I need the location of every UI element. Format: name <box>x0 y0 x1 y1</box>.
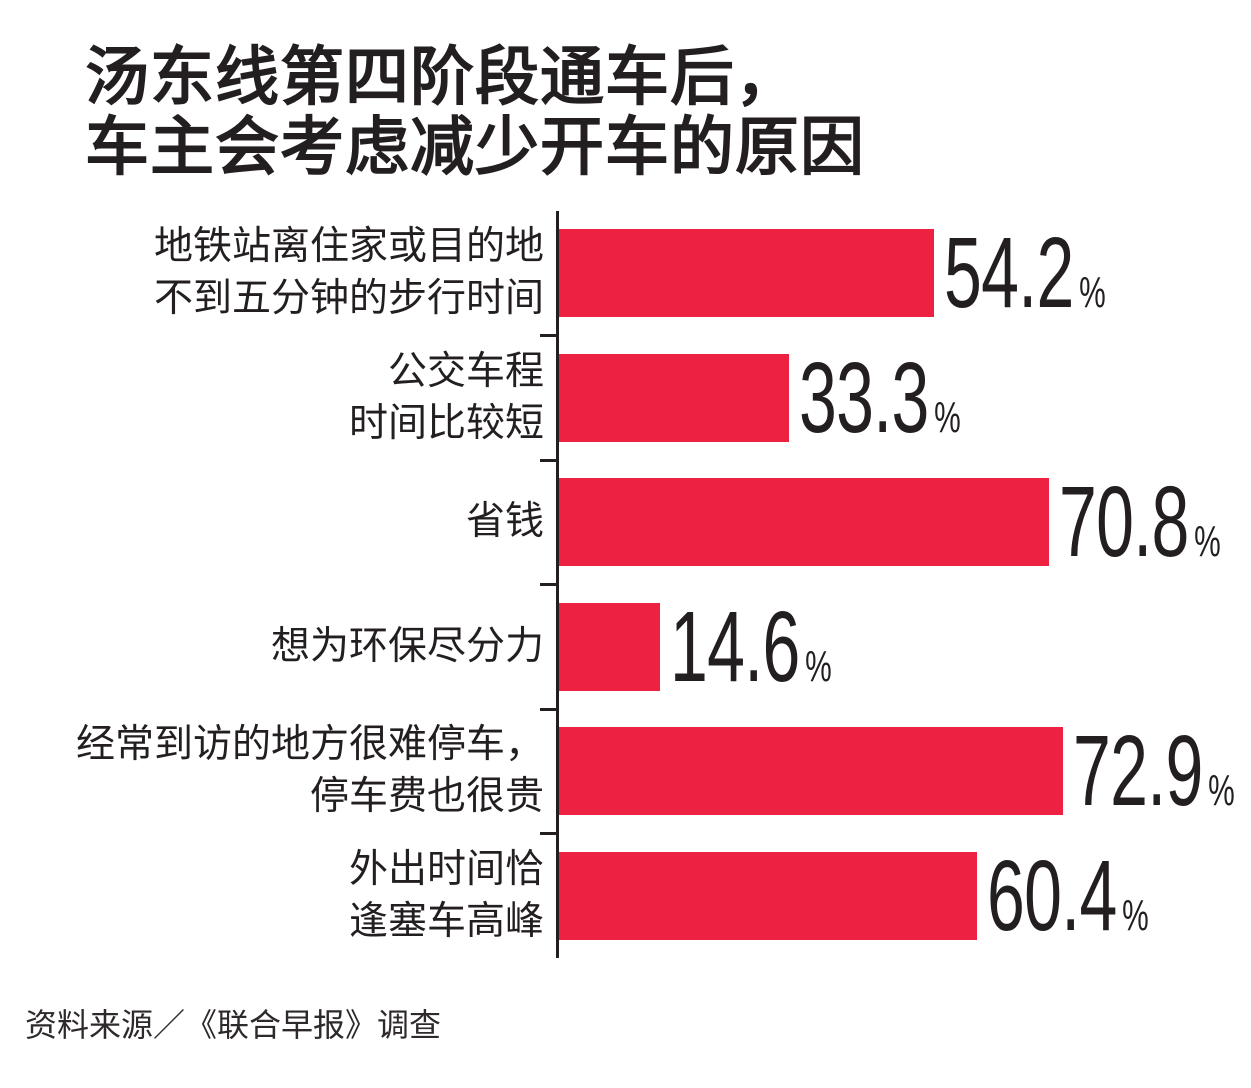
bar-chart: 地铁站离住家或目的地 不到五分钟的步行时间 公交车程 时间比较短 省钱 想为环保… <box>0 211 1251 958</box>
axis-tick <box>540 832 556 835</box>
bar-row: 33.3 % <box>559 336 1251 461</box>
value-label: 60.4 % <box>987 846 1149 946</box>
category-label-parking: 经常到访的地方很难停车， 停车费也很贵 <box>75 723 544 819</box>
axis-tick <box>540 583 556 586</box>
value-unit: % <box>934 392 962 442</box>
axis-tick <box>540 334 556 337</box>
chart-title: 汤东线第四阶段通车后， 车主会考虑减少开车的原因 <box>85 42 865 182</box>
value-number: 70.8 <box>1058 466 1189 579</box>
category-label-mrt-walk: 地铁站离住家或目的地 不到五分钟的步行时间 <box>153 225 544 321</box>
category-label-save-money: 省钱 <box>465 500 544 544</box>
bar-row: 60.4 % <box>559 834 1251 959</box>
bar-row: 14.6 % <box>559 585 1251 710</box>
bar-row: 70.8 % <box>559 460 1251 585</box>
value-unit: % <box>1208 766 1236 816</box>
bar-save-money <box>559 478 1049 567</box>
category-label-bus-time: 公交车程 时间比较短 <box>348 349 544 445</box>
source-note: 资料来源／《联合早报》调查 <box>25 1007 442 1043</box>
chart-title-line-1: 汤东线第四阶段通车后， <box>85 41 800 113</box>
bar-peak-traffic <box>559 851 977 940</box>
bar-parking <box>559 727 1064 816</box>
value-label: 72.9 % <box>1073 721 1235 821</box>
value-number: 60.4 <box>986 839 1117 952</box>
value-label: 70.8 % <box>1059 472 1221 572</box>
chart-title-line-2: 车主会考虑减少开车的原因 <box>85 111 865 183</box>
category-label-column: 地铁站离住家或目的地 不到五分钟的步行时间 公交车程 时间比较短 省钱 想为环保… <box>0 211 556 958</box>
value-unit: % <box>805 641 832 691</box>
value-number: 54.2 <box>944 217 1074 330</box>
axis-tick <box>540 707 556 711</box>
value-unit: % <box>1193 517 1221 567</box>
bar-row: 54.2 % <box>559 211 1251 336</box>
value-unit: % <box>1079 268 1106 318</box>
bar-environment <box>559 602 661 691</box>
plot-area: 54.2 % 33.3 % 70.8 % <box>540 211 1251 959</box>
bar-mrt-walk <box>559 229 935 318</box>
bar-row: 72.9 % <box>559 709 1251 834</box>
value-unit: % <box>1122 890 1149 940</box>
category-label-environment: 想为环保尽分力 <box>270 624 544 668</box>
value-label: 33.3 % <box>799 348 961 448</box>
bar-bus-time <box>559 353 790 442</box>
axis-tick <box>540 458 556 462</box>
value-number: 14.6 <box>670 590 800 703</box>
value-number: 72.9 <box>1073 715 1204 828</box>
value-label: 14.6 % <box>670 597 832 697</box>
category-label-peak-traffic: 外出时间恰 逢塞车高峰 <box>348 847 544 943</box>
value-label: 54.2 % <box>944 223 1106 323</box>
value-number: 33.3 <box>799 341 930 454</box>
